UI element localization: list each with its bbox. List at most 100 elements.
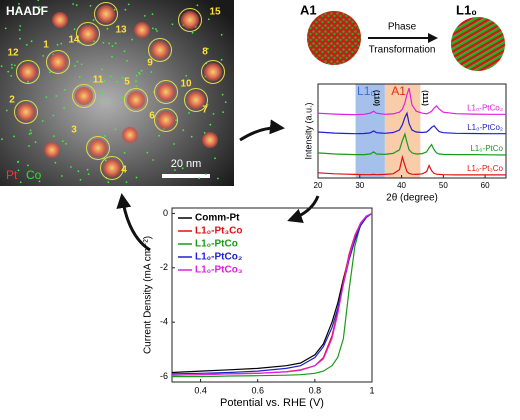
co-atom [61, 140, 64, 143]
co-atom [56, 43, 59, 46]
legend-label: L1₀-PtCo₂ [195, 252, 242, 263]
co-atom [112, 102, 115, 105]
y-tick-label: -6 [160, 371, 168, 381]
co-atom [106, 27, 109, 30]
co-atom [105, 159, 107, 162]
series-line [317, 88, 506, 116]
co-atom [101, 68, 103, 71]
nanoparticle [44, 142, 60, 158]
from-label: A1 [300, 2, 317, 17]
x-tick-label: 30 [355, 181, 364, 190]
co-atom [171, 23, 174, 26]
particle-label: 5 [124, 77, 130, 88]
particle-outline [124, 88, 148, 112]
element-co: Co [26, 168, 42, 182]
co-atom [34, 141, 37, 144]
nanoparticle [181, 11, 199, 29]
co-atom [70, 166, 72, 168]
co-atom [30, 132, 32, 135]
particle-label: 7 [202, 105, 208, 116]
co-atom [92, 19, 95, 21]
particle-outline [201, 60, 225, 84]
particle-outline [100, 156, 124, 180]
co-atom [196, 4, 199, 7]
co-atom [135, 74, 138, 77]
nanoparticle [97, 5, 115, 23]
nanoparticle [157, 83, 175, 101]
co-atom [135, 80, 137, 83]
l10-sphere [451, 17, 505, 71]
co-atom [40, 8, 42, 11]
arrow [116, 193, 151, 252]
co-atom [78, 75, 81, 78]
co-atom [4, 27, 7, 30]
co-atom [13, 135, 16, 138]
particle-label: 13 [115, 25, 127, 36]
co-atom [124, 8, 127, 11]
nanoparticle [89, 139, 107, 157]
co-atom [146, 151, 149, 154]
co-atom [100, 90, 103, 93]
particle-label: 14 [68, 35, 80, 46]
co-atom [204, 173, 207, 176]
co-atom [155, 28, 157, 30]
band-label: L1₀ [357, 84, 375, 98]
particle-outline [86, 136, 110, 160]
co-atom [10, 75, 13, 77]
particle-outline [46, 50, 70, 74]
co-atom [123, 152, 126, 154]
plot-frame [171, 207, 373, 383]
co-atom [207, 47, 209, 50]
arrow [287, 195, 320, 223]
y-axis-label: Current Density (mA cm⁻²) [143, 236, 154, 354]
flow-arrows [116, 119, 320, 252]
arrow-bottom-label: Transformation [369, 45, 436, 56]
co-atom [5, 109, 8, 112]
co-atom [188, 112, 190, 114]
particle-label: 15 [209, 7, 221, 18]
scale-bar [162, 174, 210, 178]
particle-label: 2 [9, 95, 15, 106]
co-atom [220, 58, 223, 61]
co-atom [127, 3, 130, 6]
band-label: A1 [391, 84, 406, 98]
co-atom [30, 40, 33, 43]
co-atom [96, 100, 99, 103]
co-atom [174, 169, 176, 172]
co-atom [101, 92, 104, 95]
co-atom [214, 157, 216, 160]
co-atom [135, 176, 138, 179]
co-atom [53, 135, 55, 138]
co-atom [111, 45, 114, 47]
co-atom [89, 5, 92, 7]
nanoparticle [127, 91, 145, 109]
x-tick-label: 20 [314, 181, 323, 190]
nanoparticle [17, 103, 35, 121]
co-atom [123, 50, 126, 53]
nanoparticle [157, 111, 175, 129]
co-atom [86, 168, 89, 171]
x-tick-label: 60 [481, 181, 490, 190]
nanoparticle [202, 132, 218, 148]
co-atom [151, 13, 154, 16]
co-atom [61, 175, 63, 177]
co-atom [19, 25, 22, 27]
co-atom [190, 135, 193, 138]
particle-outline [14, 100, 38, 124]
series-line [171, 212, 373, 375]
series-line [317, 154, 506, 176]
co-atom [52, 114, 55, 117]
co-atom [75, 4, 78, 6]
co-atom [126, 59, 128, 62]
x-axis-label: 2θ (degree) [386, 193, 438, 204]
particle-label: 10 [180, 79, 192, 90]
x-tick-label: 40 [397, 181, 406, 190]
nanoparticle [52, 12, 68, 28]
co-atom [224, 101, 227, 103]
nanoparticle [79, 25, 97, 43]
series-line [317, 132, 507, 156]
co-atom [198, 177, 201, 180]
co-atom [28, 145, 30, 147]
legend-label: L1₀-PtCo₂ [467, 123, 503, 132]
